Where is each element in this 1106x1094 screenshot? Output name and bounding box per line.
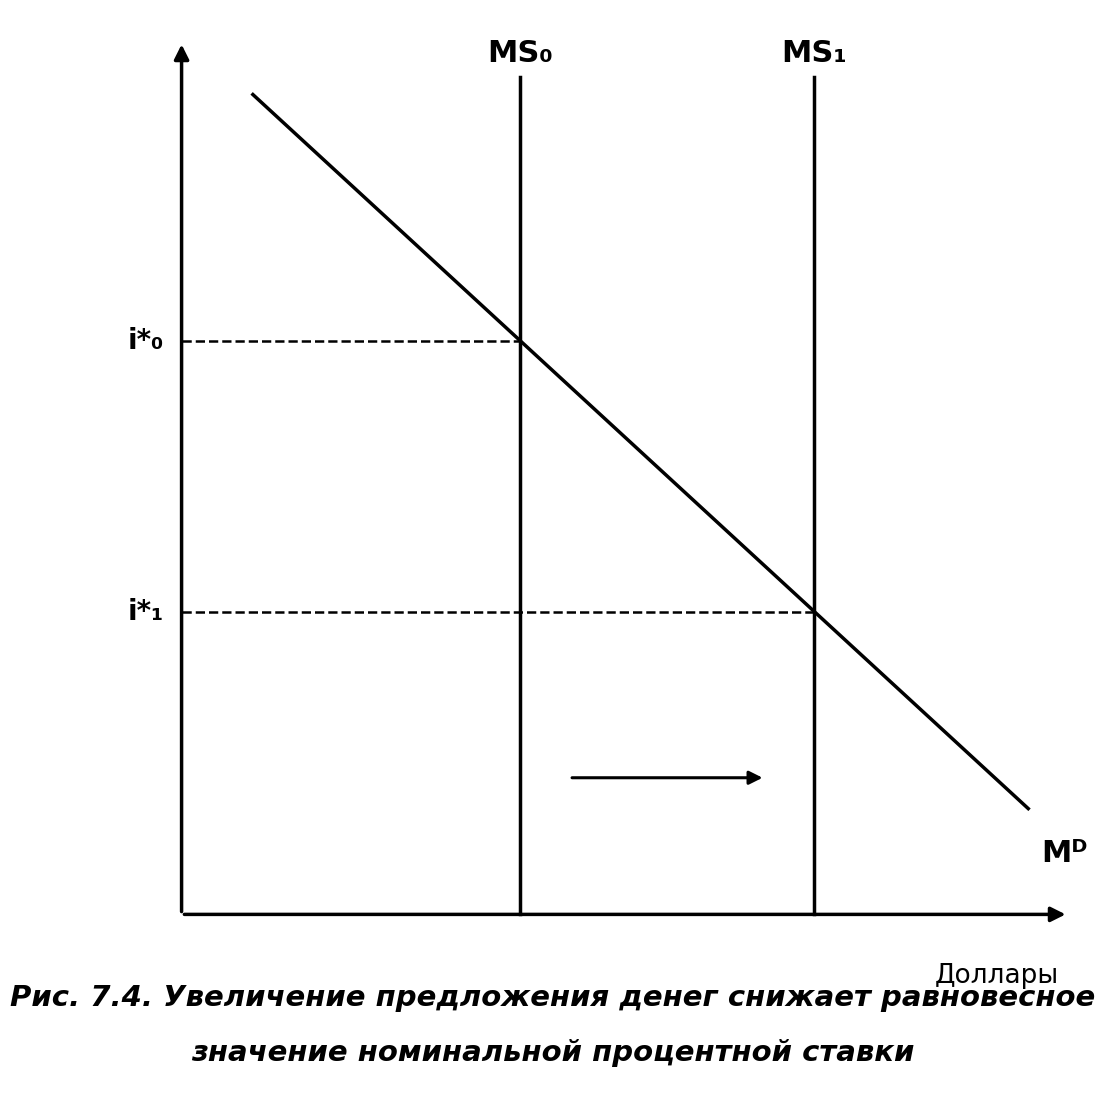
Text: значение номинальной процентной ставки: значение номинальной процентной ставки xyxy=(191,1038,915,1067)
Text: MS₀: MS₀ xyxy=(488,39,553,68)
Text: Доллары: Доллары xyxy=(936,963,1060,989)
Text: Mᴰ: Mᴰ xyxy=(1042,839,1088,869)
Text: Рис. 7.4. Увеличение предложения денег снижает равновесное: Рис. 7.4. Увеличение предложения денег с… xyxy=(10,984,1096,1012)
Text: MS₁: MS₁ xyxy=(782,39,847,68)
Text: i*₁: i*₁ xyxy=(127,597,164,626)
Text: i*₀: i*₀ xyxy=(127,327,164,354)
